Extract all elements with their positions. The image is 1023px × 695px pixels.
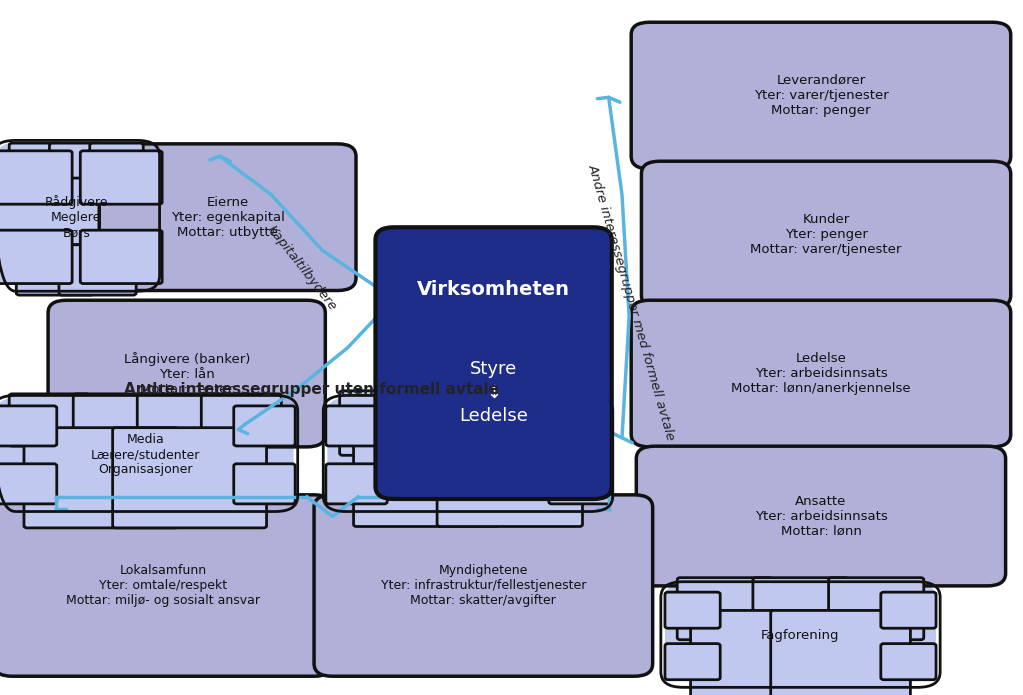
Text: Media
Lærere/studenter
Organisasjoner: Media Lærere/studenter Organisasjoner	[91, 434, 199, 476]
Text: Kunder
Yter: penger
Mottar: varer/tjenester: Kunder Yter: penger Mottar: varer/tjenes…	[751, 213, 901, 256]
FancyBboxPatch shape	[137, 394, 217, 446]
FancyBboxPatch shape	[24, 427, 178, 528]
FancyBboxPatch shape	[549, 464, 611, 504]
FancyBboxPatch shape	[9, 143, 62, 178]
FancyBboxPatch shape	[113, 427, 267, 528]
FancyBboxPatch shape	[497, 391, 596, 455]
FancyBboxPatch shape	[665, 584, 936, 681]
FancyBboxPatch shape	[81, 151, 163, 204]
FancyBboxPatch shape	[9, 394, 89, 446]
FancyBboxPatch shape	[0, 464, 57, 504]
FancyBboxPatch shape	[0, 151, 72, 204]
Text: Myndighetene
Yter: infrastruktur/fellestjenester
Mottar: skatter/avgifter: Myndighetene Yter: infrastruktur/fellest…	[381, 564, 586, 607]
FancyBboxPatch shape	[233, 464, 296, 504]
FancyBboxPatch shape	[753, 578, 848, 639]
FancyBboxPatch shape	[49, 143, 103, 178]
FancyBboxPatch shape	[16, 245, 93, 295]
FancyBboxPatch shape	[233, 406, 296, 446]
Text: Ledelse
Yter: arbeidsinnsats
Mottar: lønn/anerkjennelse: Ledelse Yter: arbeidsinnsats Mottar: løn…	[731, 352, 910, 395]
FancyBboxPatch shape	[325, 406, 387, 446]
FancyBboxPatch shape	[48, 300, 325, 447]
Text: Leverandører
Yter: varer/tjenester
Mottar: penger: Leverandører Yter: varer/tjenester Motta…	[754, 74, 888, 117]
FancyBboxPatch shape	[665, 592, 720, 628]
FancyBboxPatch shape	[418, 391, 518, 455]
FancyBboxPatch shape	[81, 230, 163, 284]
FancyBboxPatch shape	[0, 398, 294, 505]
FancyBboxPatch shape	[90, 143, 143, 178]
FancyBboxPatch shape	[549, 406, 611, 446]
FancyBboxPatch shape	[0, 495, 332, 676]
FancyBboxPatch shape	[437, 432, 582, 527]
FancyBboxPatch shape	[354, 432, 499, 527]
Text: Rådgivere
Meglere
Børs: Rådgivere Meglere Børs	[44, 195, 108, 239]
FancyBboxPatch shape	[641, 161, 1011, 308]
FancyBboxPatch shape	[375, 227, 612, 499]
Text: Andre interessegrupper med formell avtale: Andre interessegrupper med formell avtal…	[585, 163, 677, 442]
FancyBboxPatch shape	[0, 142, 155, 285]
Text: Eierne
Yter: egenkapital
Mottar: utbytte: Eierne Yter: egenkapital Mottar: utbytte	[171, 196, 284, 238]
FancyBboxPatch shape	[691, 610, 831, 695]
FancyBboxPatch shape	[770, 610, 910, 695]
FancyBboxPatch shape	[677, 578, 772, 639]
FancyBboxPatch shape	[665, 644, 720, 680]
FancyBboxPatch shape	[59, 245, 136, 295]
FancyBboxPatch shape	[202, 394, 281, 446]
Text: Lokalsamfunn
Yter: omtale/respekt
Mottar: miljø- og sosialt ansvar: Lokalsamfunn Yter: omtale/respekt Mottar…	[66, 564, 260, 607]
FancyBboxPatch shape	[99, 144, 356, 291]
Text: Virksomheten: Virksomheten	[417, 279, 570, 299]
Text: Fagforening: Fagforening	[761, 630, 840, 642]
FancyBboxPatch shape	[325, 464, 387, 504]
FancyBboxPatch shape	[829, 578, 924, 639]
Text: Styre
↕
Ledelse: Styre ↕ Ledelse	[459, 360, 528, 425]
FancyBboxPatch shape	[0, 230, 72, 284]
Text: Skatteetaten
Statistisk sentralbyrå: Skatteetaten Statistisk sentralbyrå	[401, 441, 535, 469]
FancyBboxPatch shape	[881, 592, 936, 628]
FancyBboxPatch shape	[631, 300, 1011, 447]
Text: Ansatte
Yter: arbeidsinnsats
Mottar: lønn: Ansatte Yter: arbeidsinnsats Mottar: løn…	[755, 495, 887, 537]
FancyBboxPatch shape	[327, 398, 609, 505]
Text: Långivere (banker)
Yter: lån
Mottar: renter: Långivere (banker) Yter: lån Mottar: ren…	[124, 352, 250, 395]
FancyBboxPatch shape	[340, 391, 439, 455]
FancyBboxPatch shape	[636, 446, 1006, 586]
FancyBboxPatch shape	[74, 394, 153, 446]
FancyBboxPatch shape	[314, 495, 653, 676]
FancyBboxPatch shape	[881, 644, 936, 680]
FancyBboxPatch shape	[0, 406, 57, 446]
Text: Kapitaltilbydere: Kapitaltilbydere	[265, 222, 339, 313]
FancyBboxPatch shape	[631, 22, 1011, 169]
Text: Andre interessegrupper uten formell avtale: Andre interessegrupper uten formell avta…	[125, 382, 499, 397]
